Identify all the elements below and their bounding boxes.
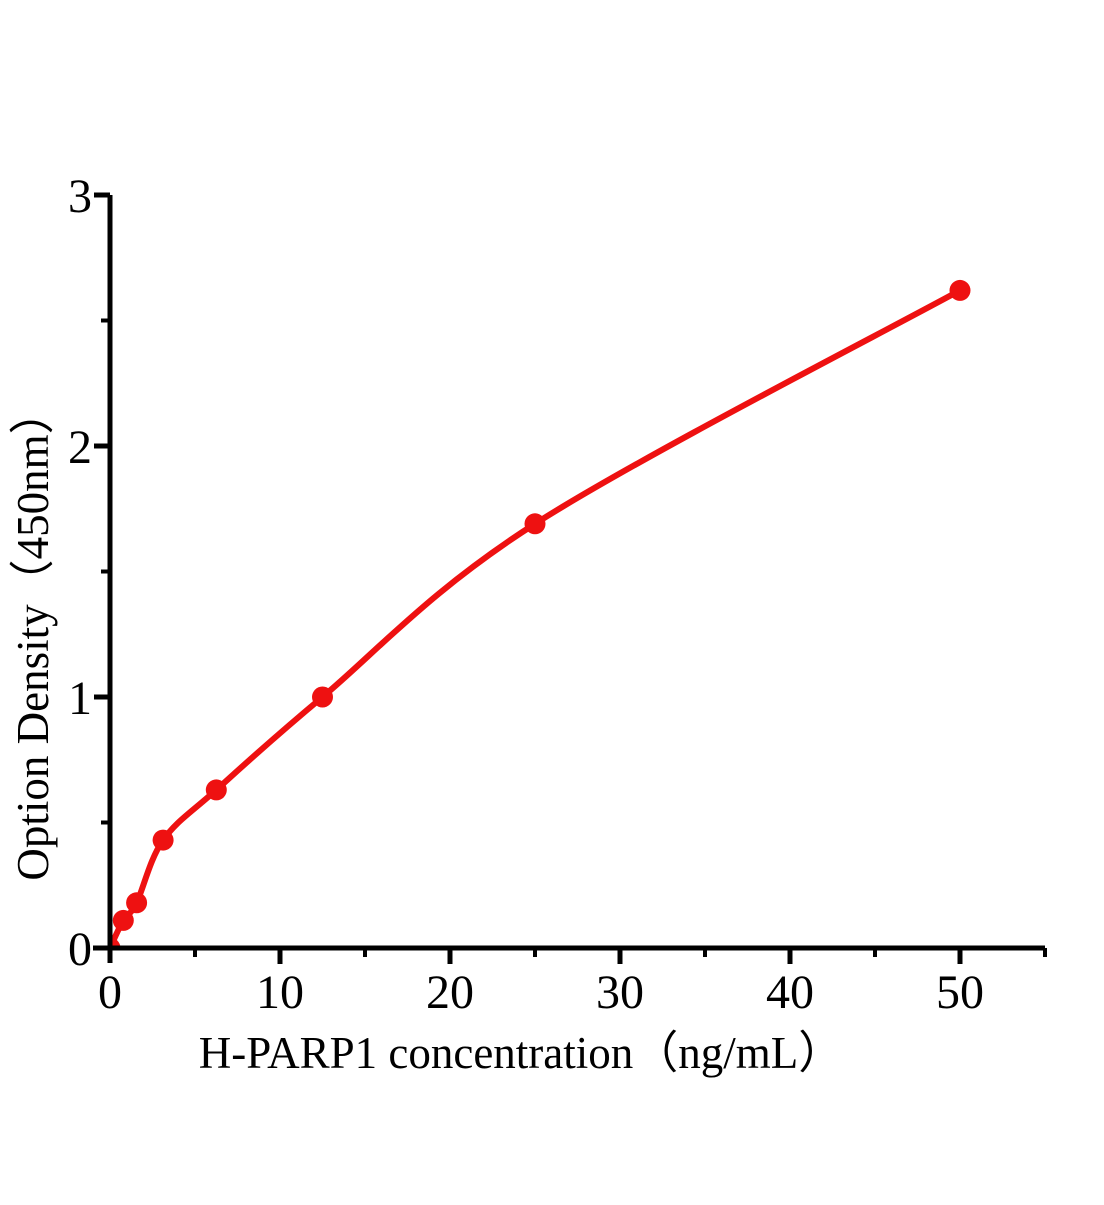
data-point	[126, 892, 148, 914]
data-point	[949, 279, 971, 301]
x-tick-label: 40	[766, 966, 814, 1019]
data-point	[152, 829, 174, 851]
x-axis-title: H-PARP1 concentration（ng/mL）	[199, 1028, 844, 1078]
x-tick-label: 30	[596, 966, 644, 1019]
data-point	[312, 686, 333, 708]
y-tick-label: 2	[68, 421, 92, 474]
data-layer	[110, 279, 971, 948]
fit-curve	[110, 287, 963, 948]
data-point	[205, 779, 227, 801]
x-tick-label: 10	[256, 966, 304, 1019]
axis-layer	[93, 192, 1047, 964]
x-tick-label: 0	[98, 966, 122, 1019]
y-tick-label: 0	[68, 923, 92, 976]
y-tick-label: 3	[68, 170, 92, 223]
x-tick-label: 20	[426, 966, 474, 1019]
tick-label-layer: 0 10 20 30 40 50 0 1 2 3	[68, 170, 984, 1019]
data-point	[110, 937, 121, 948]
y-tick-label: 1	[68, 672, 92, 725]
data-point	[112, 909, 134, 931]
x-tick-label: 50	[936, 966, 984, 1019]
data-point	[524, 513, 546, 535]
y-axis-title: Option Density（450nm）	[8, 389, 58, 880]
